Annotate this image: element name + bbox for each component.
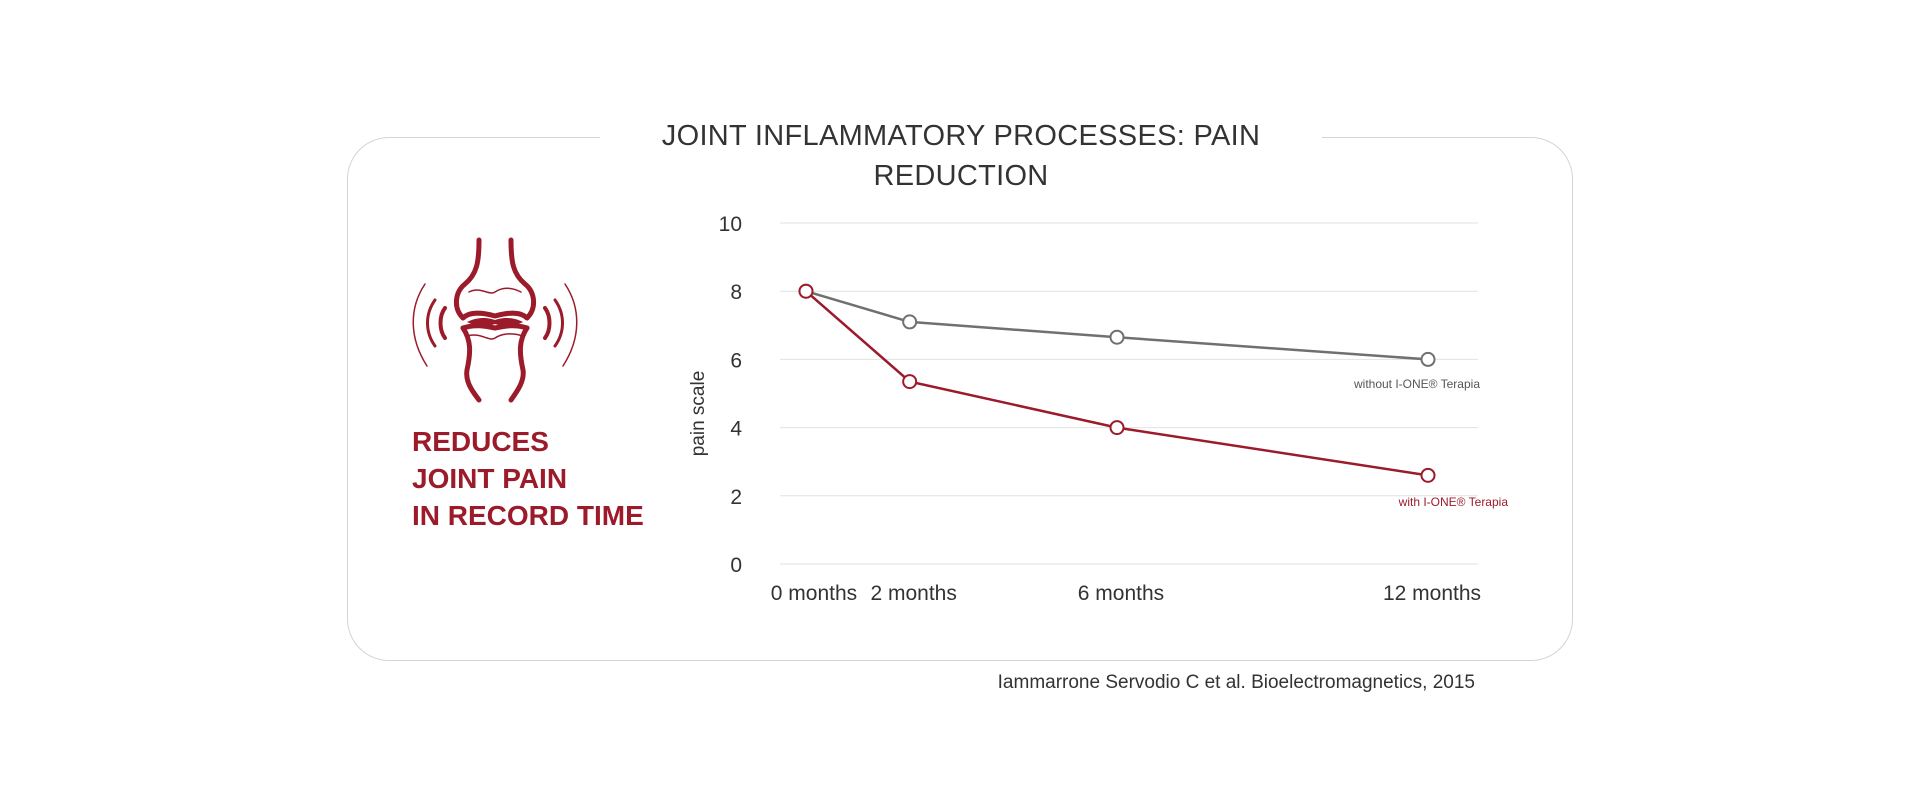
x-tick-label: 2 months — [870, 582, 956, 605]
y-tick-label: 0 — [730, 554, 742, 577]
x-tick-labels: 0 months 2 months 6 months 12 months — [771, 582, 1481, 605]
tagline-line-2: JOINT PAIN — [412, 463, 568, 494]
data-point — [1420, 467, 1436, 483]
series-with-i-one: with I-ONE® Terapia — [798, 283, 1509, 509]
x-tick-label: 0 months — [771, 582, 857, 605]
y-axis-label: pain scale — [688, 371, 709, 457]
y-tick-label: 6 — [730, 349, 742, 372]
y-tick-label: 10 — [719, 213, 742, 236]
data-point — [1420, 351, 1436, 367]
knee-joint-pain-icon — [412, 237, 578, 403]
series-group: without I-ONE® Terapia with I-ONE® Terapi… — [798, 283, 1509, 509]
y-tick-label: 4 — [730, 418, 742, 441]
chart-title: JOINT INFLAMMATORY PROCESSES: PAIN REDUC… — [600, 116, 1322, 196]
source-citation: Iammarrone Servodio C et al. Bioelectrom… — [997, 672, 1475, 693]
y-tick-label: 2 — [730, 486, 742, 509]
series-line — [805, 290, 1429, 477]
tagline: REDUCES JOINT PAIN IN RECORD TIME — [412, 423, 644, 534]
series-label: with I-ONE® Terapia — [1398, 495, 1509, 509]
tagline-line-3: IN RECORD TIME — [412, 500, 644, 531]
data-point — [798, 283, 814, 299]
x-tick-label: 6 months — [1078, 582, 1164, 605]
series-line — [805, 290, 1429, 361]
data-point — [902, 314, 918, 330]
data-point — [1109, 420, 1125, 436]
series-label: without I-ONE® Terapia — [1353, 377, 1480, 391]
grid-lines — [780, 222, 1478, 565]
data-point — [1109, 329, 1125, 345]
y-tick-labels: 0 2 4 6 8 10 — [719, 213, 743, 577]
y-tick-label: 8 — [730, 281, 742, 304]
tagline-line-1: REDUCES — [412, 426, 549, 457]
data-point — [902, 374, 918, 390]
x-tick-label: 12 months — [1383, 582, 1481, 605]
